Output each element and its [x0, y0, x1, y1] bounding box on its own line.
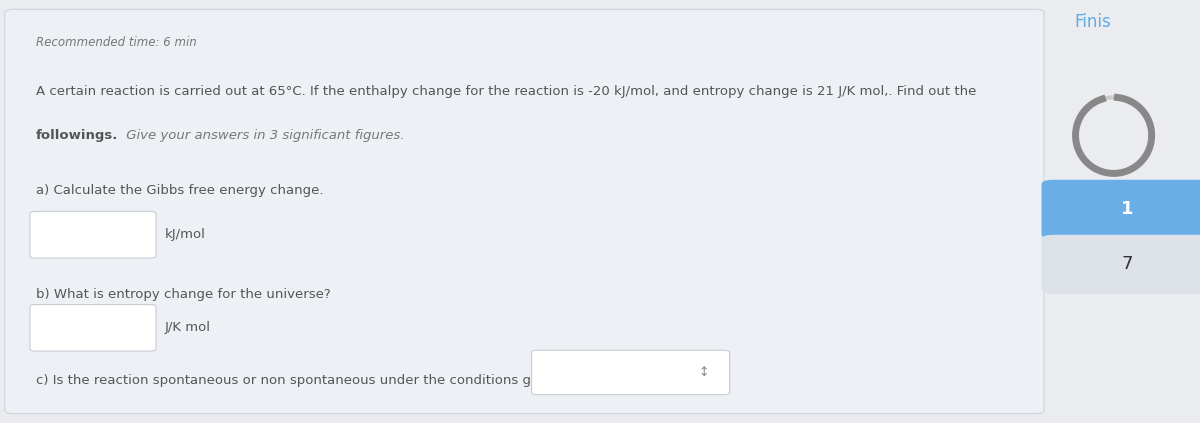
FancyBboxPatch shape [5, 9, 1044, 414]
Text: ↕: ↕ [698, 366, 709, 379]
Text: b) What is entropy change for the universe?: b) What is entropy change for the univer… [36, 288, 331, 301]
Text: A certain reaction is carried out at 65°C. If the enthalpy change for the reacti: A certain reaction is carried out at 65°… [36, 85, 977, 98]
Text: c) Is the reaction spontaneous or non spontaneous under the conditions given?: c) Is the reaction spontaneous or non sp… [36, 374, 566, 387]
Text: Finis: Finis [1074, 13, 1111, 31]
Text: a) Calculate the Gibbs free energy change.: a) Calculate the Gibbs free energy chang… [36, 184, 324, 197]
FancyBboxPatch shape [1042, 180, 1200, 239]
Text: Give your answers in 3 significant figures.: Give your answers in 3 significant figur… [122, 129, 404, 142]
FancyBboxPatch shape [30, 212, 156, 258]
Text: followings.: followings. [36, 129, 119, 142]
FancyBboxPatch shape [30, 305, 156, 351]
FancyBboxPatch shape [532, 350, 730, 395]
Text: J/K mol: J/K mol [164, 321, 210, 334]
FancyBboxPatch shape [1034, 0, 1200, 423]
Text: 1: 1 [1121, 201, 1133, 218]
Text: 7: 7 [1121, 255, 1133, 273]
FancyBboxPatch shape [1042, 235, 1200, 294]
Text: kJ/mol: kJ/mol [164, 228, 205, 241]
Text: Recommended time: 6 min: Recommended time: 6 min [36, 36, 197, 49]
